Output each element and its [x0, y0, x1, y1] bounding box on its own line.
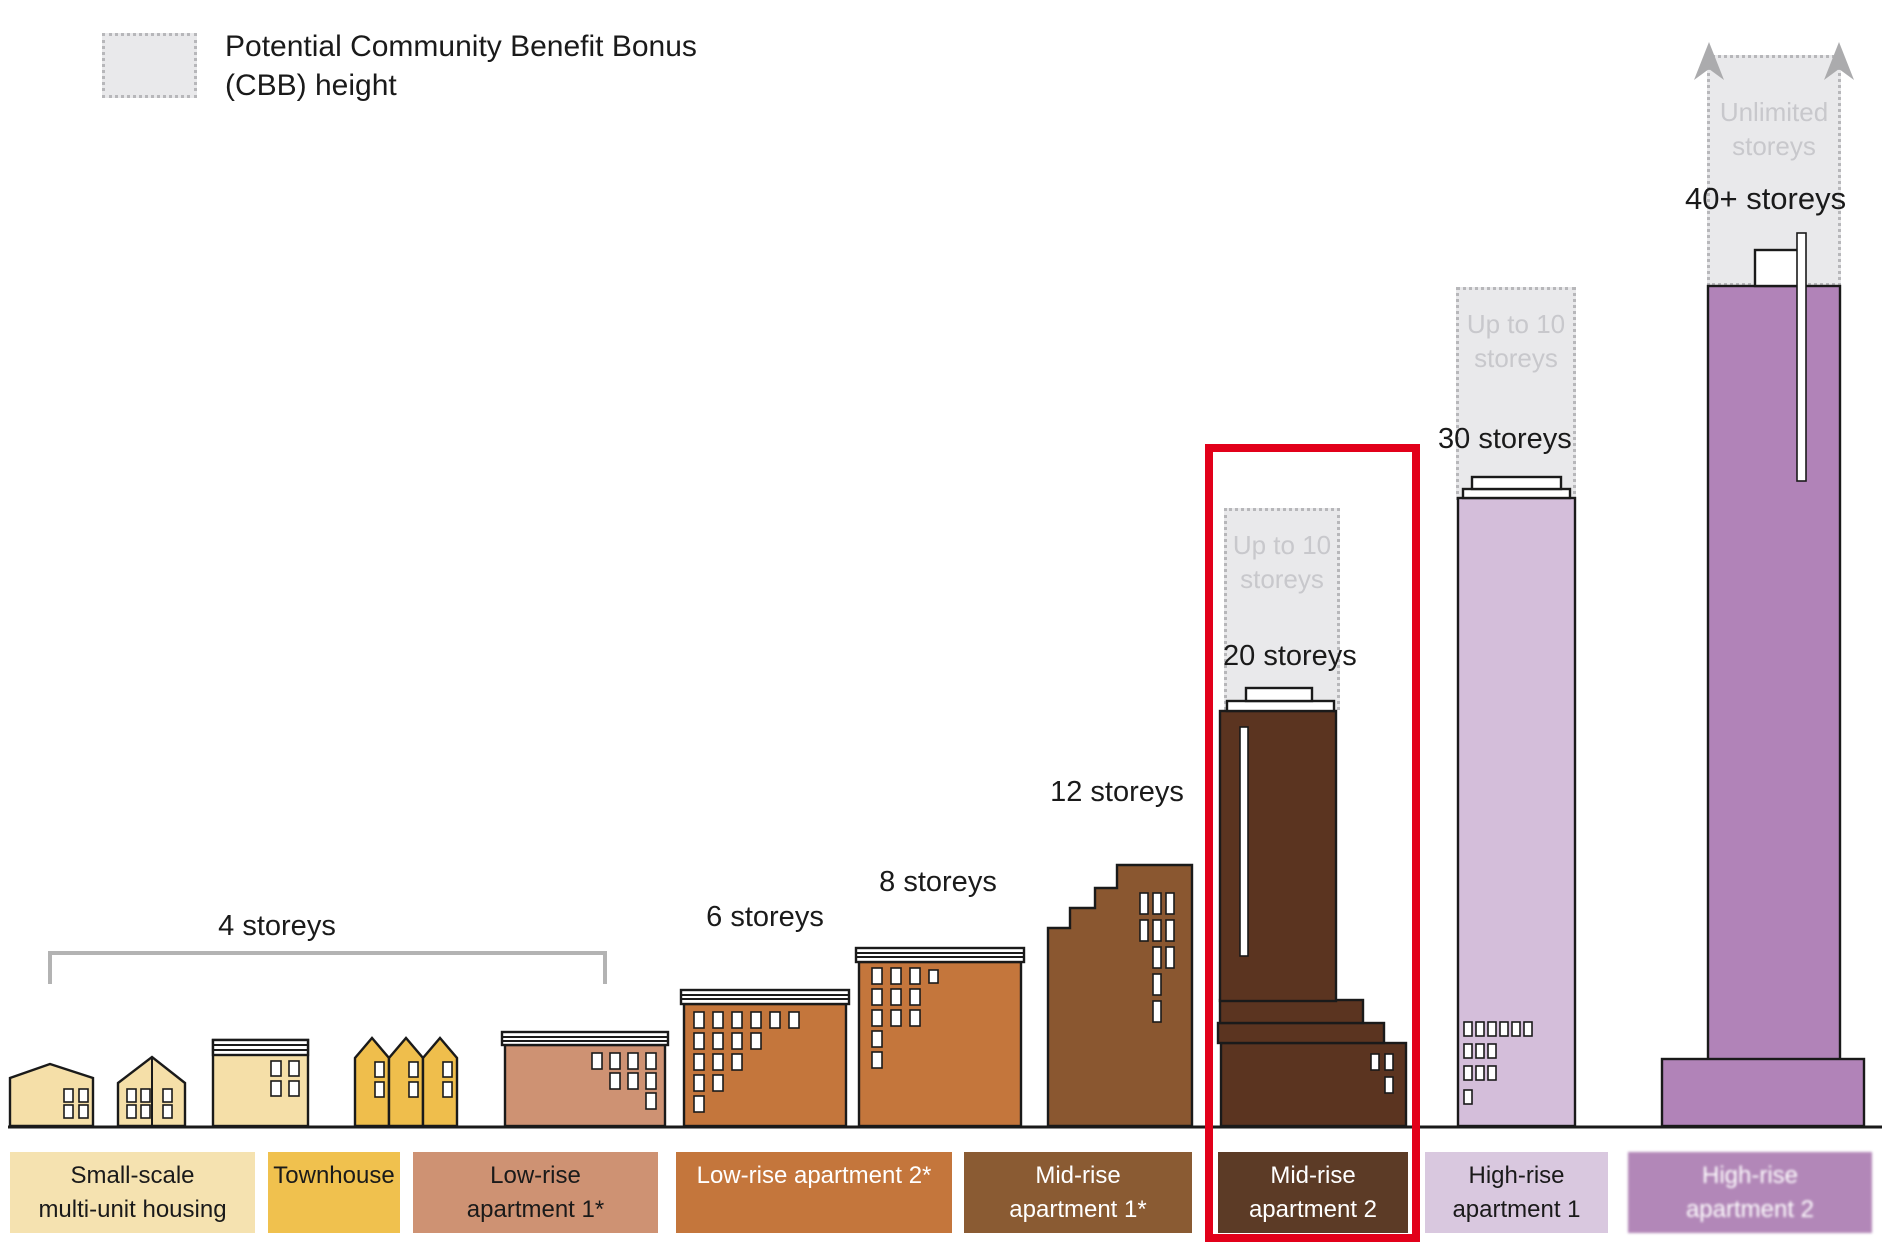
mid-rise-apartment-2-illustration — [1216, 686, 1408, 1128]
low-rise-apartment-2b-illustration — [854, 946, 1026, 1128]
category-label-small-scale: Small-scale multi-unit housing — [10, 1152, 255, 1233]
storey-label-30: 30 storeys — [1438, 423, 1572, 455]
high-rise-1-windows — [1463, 1021, 1533, 1105]
category-label-high-rise-2-line2: apartment 2 — [1685, 1196, 1815, 1223]
four-storeys-bracket — [48, 951, 607, 984]
cbb-box-mid-rise-2-line2: storeys — [1240, 564, 1324, 594]
small-scale-housing-illustration — [8, 1038, 310, 1128]
low-rise-2b-windows — [871, 967, 939, 1069]
category-label-mid-rise-1-line2: apartment 1* — [1009, 1196, 1147, 1223]
category-label-low-rise-1-line1: Low-rise — [490, 1162, 581, 1189]
low-rise-1-windows — [591, 1052, 657, 1110]
cbb-box-mid-rise-2-line1: Up to 10 — [1232, 530, 1332, 560]
storey-label-4: 4 storeys — [218, 910, 336, 942]
category-label-low-rise-1: Low-rise apartment 1* — [413, 1152, 658, 1233]
category-label-high-rise-1-line1: High-rise — [1468, 1162, 1565, 1189]
cbb-box-high-rise-1-line1: Up to 10 — [1466, 309, 1566, 339]
low-rise-apartment-1-illustration — [500, 1030, 670, 1128]
storey-label-8: 8 storeys — [879, 866, 997, 898]
category-label-low-rise-2: Low-rise apartment 2* — [676, 1152, 952, 1233]
mid-rise-2-windows — [1239, 726, 1394, 1094]
storey-label-20: 20 storeys — [1223, 640, 1357, 672]
small-scale-windows — [63, 1060, 300, 1119]
townhouse-illustration — [353, 1036, 459, 1128]
townhouse-windows — [374, 1061, 453, 1098]
mid-rise-apartment-1-illustration — [1046, 863, 1194, 1128]
high-rise-2-antenna — [1796, 232, 1807, 482]
storey-label-6: 6 storeys — [706, 901, 824, 933]
cbb-box-high-rise-2-line1: Unlimited — [1719, 97, 1829, 127]
cbb-box-high-rise-1: Up to 10 storeys — [1456, 287, 1576, 500]
mid-rise-1-windows — [1139, 892, 1175, 1023]
cbb-legend-swatch — [102, 33, 197, 98]
high-rise-apartment-1-illustration — [1456, 475, 1577, 1128]
high-rise-apartment-2-illustration — [1660, 232, 1866, 1128]
category-label-townhouse-line1: Townhouse — [273, 1162, 395, 1189]
category-label-mid-rise-2: Mid-rise apartment 2 — [1218, 1152, 1408, 1233]
cbb-legend-line-1: Potential Community Benefit Bonus — [225, 30, 697, 63]
category-label-mid-rise-1: Mid-rise apartment 1* — [964, 1152, 1192, 1233]
cbb-legend-label: Potential Community Benefit Bonus (CBB) … — [225, 27, 697, 105]
category-label-mid-rise-2-line1: Mid-rise — [1270, 1162, 1356, 1189]
highlight-box-mid-rise-2 — [1205, 444, 1420, 1242]
category-label-high-rise-2: High-rise apartment 2 — [1628, 1152, 1872, 1233]
category-label-high-rise-1-line2: apartment 1 — [1452, 1196, 1581, 1223]
low-rise-apartment-2a-illustration — [679, 988, 851, 1128]
category-label-low-rise-1-line2: apartment 1* — [466, 1196, 605, 1223]
category-label-high-rise-1: High-rise apartment 1 — [1425, 1152, 1608, 1233]
low-rise-2a-windows — [693, 1011, 800, 1113]
unlimited-height-arrows — [1694, 42, 1854, 80]
arrow-up-right-icon — [1824, 42, 1854, 80]
cbb-box-high-rise-2-line2: storeys — [1732, 131, 1816, 161]
cbb-legend-line-2: (CBB) height — [225, 69, 397, 102]
arrow-up-left-icon — [1694, 42, 1724, 80]
cbb-box-mid-rise-2: Up to 10 storeys — [1224, 508, 1340, 710]
category-label-mid-rise-1-line1: Mid-rise — [1035, 1162, 1121, 1189]
category-label-mid-rise-2-line2: apartment 2 — [1248, 1196, 1378, 1223]
category-label-small-scale-line2: multi-unit housing — [38, 1196, 227, 1223]
cbb-box-high-rise-1-line2: storeys — [1474, 343, 1558, 373]
category-label-townhouse: Townhouse — [268, 1152, 400, 1233]
storey-label-12: 12 storeys — [1050, 776, 1184, 808]
category-label-small-scale-line1: Small-scale — [70, 1162, 195, 1189]
category-label-low-rise-2-line1: Low-rise apartment 2* — [696, 1162, 932, 1189]
storey-label-40-plus: 40+ storeys — [1685, 181, 1847, 216]
category-label-high-rise-2-line1: High-rise — [1701, 1162, 1799, 1189]
